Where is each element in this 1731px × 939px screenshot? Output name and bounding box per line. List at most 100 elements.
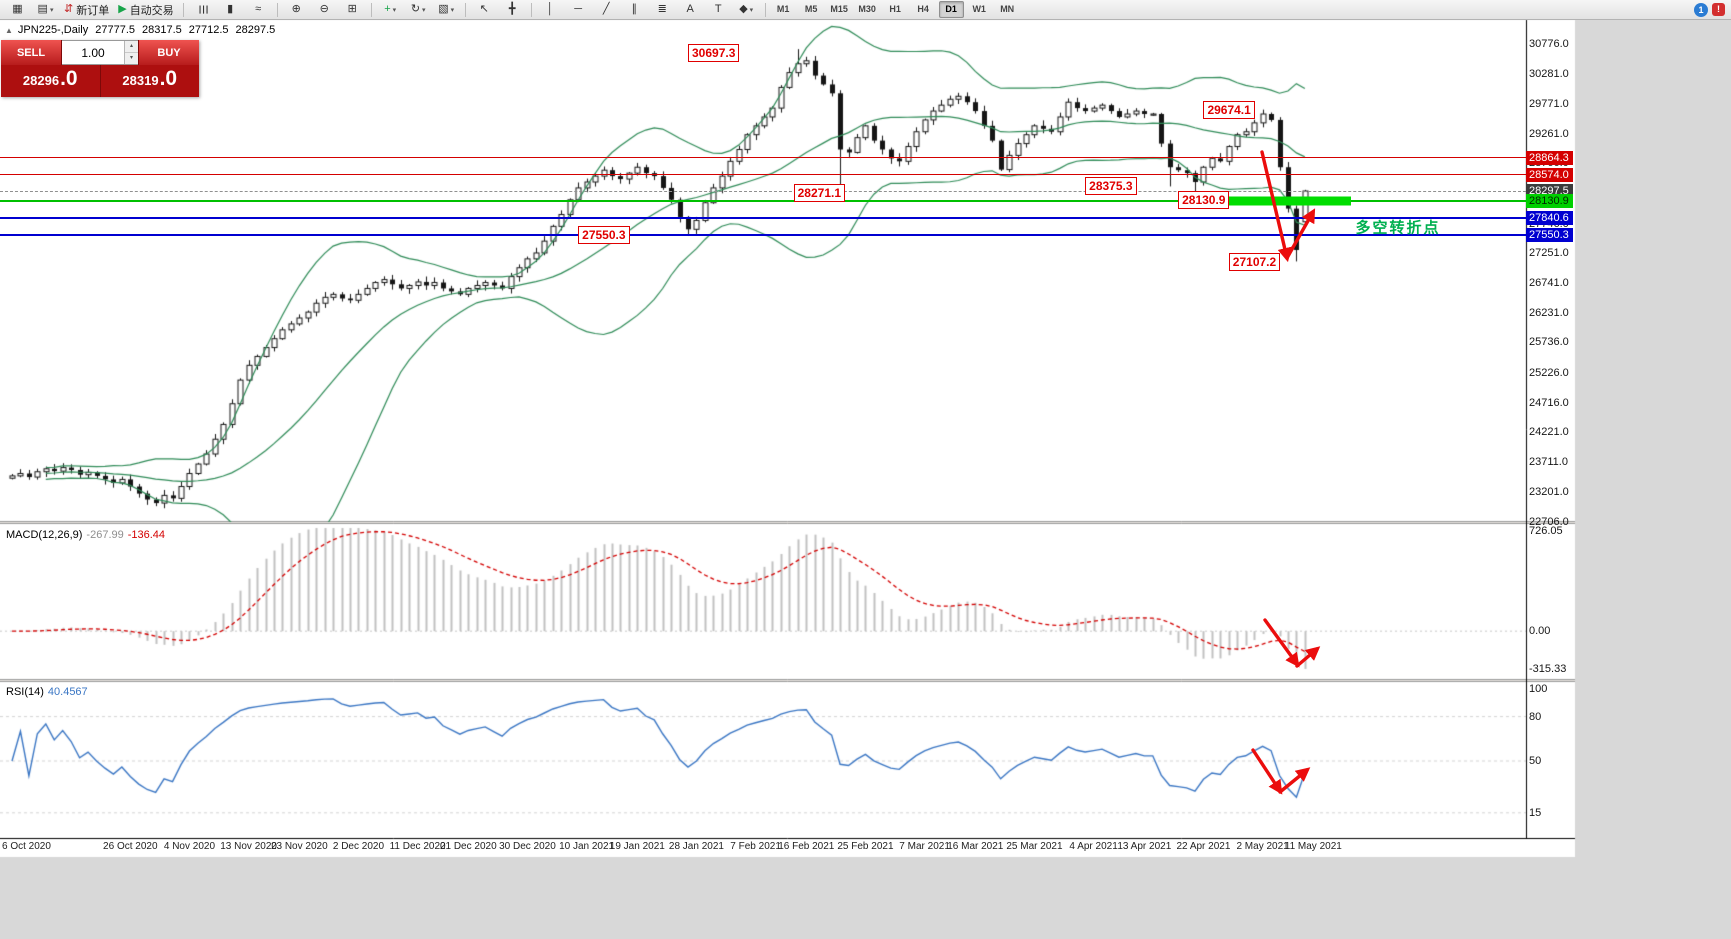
date-axis-label: 2 May 2021 <box>1236 841 1289 852</box>
crosshair-icon: ╋ <box>508 3 516 15</box>
dropdown-caret-icon: ▾ <box>422 6 426 14</box>
dropdown-caret-icon: ▾ <box>450 6 455 14</box>
volume-down-button[interactable]: ▾ <box>125 53 138 64</box>
timeframe-m15-button[interactable]: M15 <box>830 4 848 14</box>
rsi-scale-label: 100 <box>1529 683 1548 695</box>
sell-price-dec: .0 <box>60 67 78 90</box>
one-click-collapse-button[interactable]: ▲ <box>5 25 13 35</box>
rsi-name: RSI(14) <box>6 686 44 698</box>
timeframe-mn-button[interactable]: MN <box>1000 4 1015 14</box>
periods-icon: ↻ <box>410 3 421 15</box>
toolbar-right-icons: 1! <box>1694 2 1727 17</box>
notification-icon[interactable]: ! <box>1712 3 1725 16</box>
price-axis-label: 25226.0 <box>1529 366 1569 379</box>
price-badge: 28574.0 <box>1526 167 1573 182</box>
vertical-line-button[interactable]: │ <box>537 0 564 19</box>
sell-price[interactable]: 28296.0 <box>1 65 101 97</box>
text-label-button[interactable]: T <box>705 0 732 19</box>
date-axis-label: 10 Jan 2021 <box>559 841 615 852</box>
indicators-button[interactable]: + ▾ <box>377 0 404 19</box>
periods-button[interactable]: ↻ ▾ <box>405 0 432 19</box>
bars-mode-button[interactable]: ☰ <box>189 0 216 19</box>
channel-button[interactable]: ∥ <box>621 0 648 19</box>
text-button[interactable]: A <box>677 0 704 19</box>
dropdown-caret-icon: ▾ <box>749 6 754 14</box>
auto-trading-button[interactable]: ▶ 自动交易 <box>114 0 177 19</box>
timeframe-m1-button[interactable]: M1 <box>776 4 790 14</box>
volume-up-button[interactable]: ▴ <box>125 41 138 53</box>
date-axis-label: 30 Dec 2020 <box>499 841 556 852</box>
zoom-in-icon: ⊕ <box>291 3 301 15</box>
price-axis-label: 24716.0 <box>1529 396 1569 409</box>
volume-spinner: ▴ ▾ <box>124 41 138 64</box>
date-axis-label: 25 Feb 2021 <box>837 841 894 852</box>
tile-windows-button[interactable]: ⊞ <box>339 0 366 19</box>
price-axis[interactable]: 30776.030281.029771.029261.028766.027746… <box>1526 20 1575 838</box>
time-axis[interactable]: 6 Oct 2020 26 Oct 2020 4 Nov 2020 13 Nov 20… <box>0 838 1526 857</box>
timeframe-m30-button[interactable]: M30 <box>858 4 876 14</box>
timeframe-m5-button[interactable]: M5 <box>804 4 818 14</box>
date-axis-label: 16 Mar 2021 <box>947 841 1004 852</box>
date-axis-label: 26 Oct 2020 <box>103 841 158 852</box>
high-value: 28317.5 <box>142 24 182 36</box>
sell-button[interactable]: SELL <box>1 40 62 65</box>
rsi-scale-label: 50 <box>1529 755 1542 767</box>
macd-value-main: -267.99 <box>86 529 124 541</box>
toolbar-separator <box>530 2 532 17</box>
profiles-button[interactable]: ▤ ▾ <box>32 0 59 19</box>
volume-input[interactable] <box>62 41 124 64</box>
price-axis-label: 26741.0 <box>1529 277 1569 290</box>
sell-price-int: 28296 <box>22 73 60 88</box>
date-axis-label: 13 Apr 2021 <box>1117 841 1172 852</box>
zoom-out-button[interactable]: ⊖ <box>311 0 338 19</box>
toolbar-separator <box>276 2 278 17</box>
trendline-button[interactable]: ╱ <box>593 0 620 19</box>
one-click-trading-panel: SELL ▴ ▾ BUY 28296.0 28319.0 <box>1 40 199 97</box>
crosshair-button[interactable]: ╋ <box>499 0 526 19</box>
rsi-label: RSI(14) 40.4567 <box>6 686 92 698</box>
candles-mode-icon: ▮ <box>227 3 234 15</box>
chart-profile-badge-icon[interactable]: 1 <box>1694 2 1708 17</box>
templates-button[interactable]: ▧ ▾ <box>433 0 460 19</box>
toolbar-separator <box>464 2 466 17</box>
buy-price-dec: .0 <box>159 67 178 90</box>
vertical-line-icon: │ <box>546 3 554 15</box>
toolbar-separator <box>370 2 372 17</box>
date-axis-label: 2 Dec 2020 <box>332 841 385 852</box>
zoom-in-button[interactable]: ⊕ <box>283 0 310 19</box>
date-axis-label: 11 Dec 2020 <box>389 841 446 852</box>
low-value: 27712.5 <box>188 24 229 36</box>
shapes-button[interactable]: ◆ ▾ <box>733 0 760 19</box>
date-axis-label: 28 Jan 2021 <box>668 841 724 852</box>
fibonacci-icon: ≣ <box>657 3 667 15</box>
timeframe-w1-button[interactable]: W1 <box>972 4 986 14</box>
line-mode-button[interactable]: ≈ <box>245 0 272 19</box>
auto-trading-label: 自动交易 <box>129 4 174 17</box>
text-icon: A <box>686 3 694 15</box>
cursor-button[interactable]: ↖ <box>471 0 498 19</box>
date-axis-label: 13 Nov 2020 <box>220 841 277 852</box>
price-badge: 27840.6 <box>1526 211 1573 226</box>
bars-mode-icon: ☰ <box>196 4 209 15</box>
candles-mode-button[interactable]: ▮ <box>217 0 244 19</box>
toolbar-separator <box>764 2 766 17</box>
tile-windows-icon: ⊞ <box>347 3 357 15</box>
buy-price[interactable]: 28319.0 <box>101 65 200 97</box>
new-chart-button[interactable]: ▦ <box>4 0 31 19</box>
new-order-button[interactable]: ⇵ 新订单 <box>60 0 113 19</box>
auto-trading-icon: ▶ <box>118 3 127 15</box>
price-axis-label: 29771.0 <box>1529 97 1569 110</box>
rsi-value: 40.4567 <box>47 686 88 698</box>
horizontal-line-button[interactable]: ─ <box>565 0 592 19</box>
profiles-icon: ▤ <box>37 3 48 15</box>
macd-scale-label: -315.33 <box>1529 663 1567 675</box>
price-badge: 28864.3 <box>1526 150 1573 165</box>
fibonacci-button[interactable]: ≣ <box>649 0 676 19</box>
timeframe-buttons: M1 M5 M15 M30 H1 H4 D1 W1 MN <box>770 1 1021 18</box>
timeframe-h1-button[interactable]: H1 <box>889 4 901 14</box>
buy-button[interactable]: BUY <box>138 40 199 65</box>
timeframe-d1-button[interactable]: D1 <box>938 1 964 18</box>
timeframe-h4-button[interactable]: H4 <box>917 4 929 14</box>
price-axis-label: 30281.0 <box>1529 67 1569 80</box>
